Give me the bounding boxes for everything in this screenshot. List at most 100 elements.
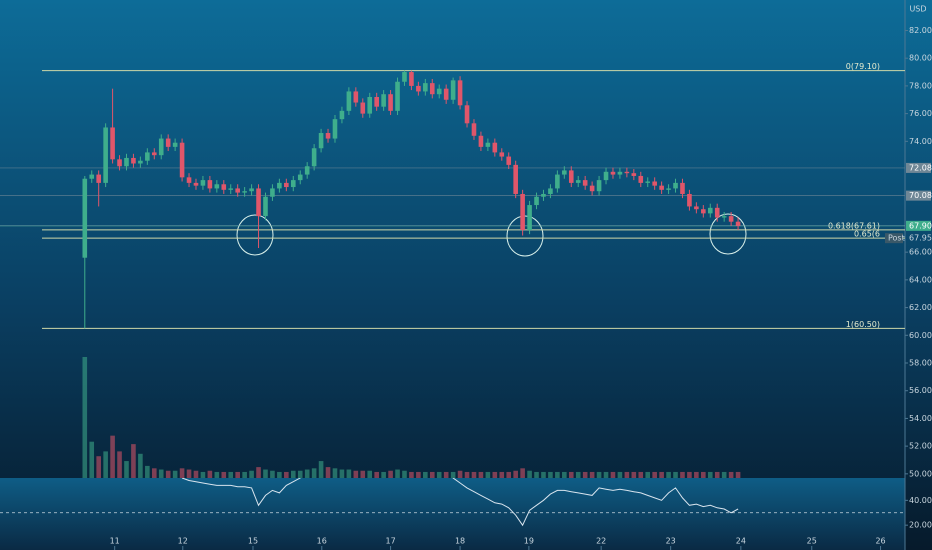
volume-bar xyxy=(701,471,706,478)
volume-bar xyxy=(82,357,88,478)
rsi-pane xyxy=(0,478,905,550)
candle-body xyxy=(638,175,644,183)
volume-bar xyxy=(506,471,512,478)
volume-bar xyxy=(513,470,518,478)
candle-body xyxy=(471,123,477,136)
post-price: 67.95 xyxy=(909,234,932,243)
candle-body xyxy=(735,221,741,226)
y-tick-label: 60.00 xyxy=(909,331,932,340)
volume-bar xyxy=(499,471,505,478)
candle-body xyxy=(214,184,220,189)
currency: USD xyxy=(909,5,926,14)
candle-body xyxy=(666,188,671,190)
candle-body xyxy=(478,135,484,147)
volume-bar xyxy=(659,471,664,478)
volume-bar xyxy=(214,471,220,478)
volume-bar xyxy=(207,470,213,478)
fib-label: 0(79.10) xyxy=(846,62,880,71)
volume-bar xyxy=(527,470,532,478)
rsi-tick-label: 20.00 xyxy=(909,521,932,530)
candle-body xyxy=(652,181,657,186)
volume-bar xyxy=(395,469,400,478)
candle-body xyxy=(687,193,692,207)
volume-bar xyxy=(172,470,178,478)
candle-body xyxy=(117,159,122,167)
volume-bar xyxy=(443,471,449,478)
candle-body xyxy=(680,182,685,194)
volume-bar xyxy=(110,435,115,478)
volume-bar xyxy=(589,471,595,478)
volume-bar xyxy=(200,471,206,478)
candle-body xyxy=(131,157,136,164)
volume-bar xyxy=(596,471,602,478)
x-tick-label: 16 xyxy=(317,537,327,546)
candle-body xyxy=(325,133,331,139)
candle-body xyxy=(200,180,206,186)
candle-body xyxy=(520,193,525,230)
candle-body xyxy=(193,182,199,186)
candle-body xyxy=(138,160,143,164)
candle-body xyxy=(228,188,234,190)
volume-bar xyxy=(582,471,588,478)
y-tick-label: 62.00 xyxy=(909,303,932,312)
circle-annotation xyxy=(506,215,544,257)
volume-bar xyxy=(124,461,129,478)
candle-body xyxy=(367,96,373,114)
volume-bar xyxy=(103,451,108,478)
volume-bar xyxy=(436,471,442,478)
x-tick-label: 22 xyxy=(596,537,606,546)
x-tick-label: 26 xyxy=(875,537,885,546)
candle-body xyxy=(548,188,553,194)
candle-body xyxy=(339,110,345,120)
candle-body xyxy=(297,174,303,181)
candle-body xyxy=(443,88,449,100)
volume-bar xyxy=(179,468,185,478)
candle-body xyxy=(346,91,352,111)
candle-body xyxy=(318,133,324,149)
volume-bar xyxy=(673,471,678,478)
volume-bar xyxy=(311,468,317,478)
volume-bar xyxy=(666,471,671,478)
candle-body xyxy=(124,157,129,167)
volume-bar xyxy=(617,471,623,478)
candle-body xyxy=(562,170,567,175)
volume-bar xyxy=(277,471,282,478)
candle-body xyxy=(353,91,359,103)
volume-bar xyxy=(638,471,644,478)
volume-bar xyxy=(631,471,637,478)
volume-bar xyxy=(186,469,192,478)
candle-body xyxy=(423,83,428,92)
candle-body xyxy=(555,174,560,189)
candle-body xyxy=(534,196,539,206)
volume-bar xyxy=(402,470,407,478)
volume-bar xyxy=(485,471,491,478)
volume-bar xyxy=(235,471,240,478)
volume-bar xyxy=(145,465,150,478)
volume-bar xyxy=(464,471,470,478)
x-tick-label: 24 xyxy=(736,537,746,546)
x-tick-label: 19 xyxy=(524,537,534,546)
volume-bar xyxy=(471,471,477,478)
volume-bar xyxy=(457,470,463,478)
fib-label: 1(60.50) xyxy=(846,320,880,329)
candle-body xyxy=(89,174,95,179)
volume-bar xyxy=(339,469,345,478)
candle-body xyxy=(450,80,456,100)
volume-bar xyxy=(284,471,289,478)
candle-body xyxy=(596,180,602,192)
volume-bar xyxy=(388,470,393,478)
circle-annotation xyxy=(709,213,747,255)
volume-bar xyxy=(270,470,275,478)
candle-body xyxy=(429,83,435,95)
x-tick-label: 12 xyxy=(178,537,188,546)
volume-bar xyxy=(694,471,699,478)
volume-bar xyxy=(728,471,734,478)
y-tick-label: 56.00 xyxy=(909,386,932,395)
volume-bar xyxy=(575,471,581,478)
volume-bar xyxy=(541,471,546,478)
candle-body xyxy=(589,185,595,192)
candle-body xyxy=(165,138,171,147)
volume-bar xyxy=(680,471,685,478)
